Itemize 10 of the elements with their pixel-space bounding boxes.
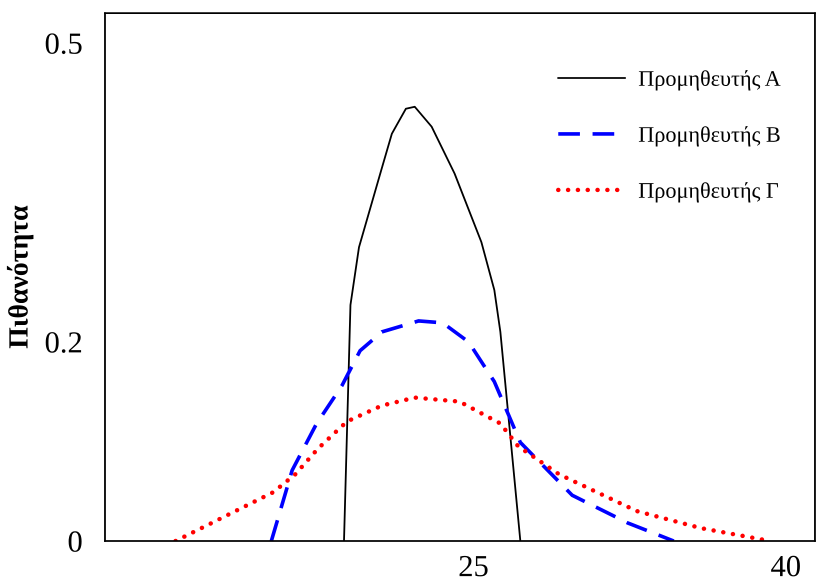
legend-label: Προμηθευτής Α [638, 70, 781, 91]
x-tick-label: 40 [771, 556, 800, 576]
line-series [270, 319, 676, 542]
x-tick-label: 25 [460, 556, 488, 576]
y-tick-label: 0.2 [46, 332, 82, 353]
y-tick-label: 0 [68, 531, 82, 552]
legend-label: Προμηθευτής Γ [638, 182, 778, 202]
y-axis-title: Πιθανότητα [6, 206, 34, 348]
legend-label: Προμηθευτής Β [638, 126, 780, 147]
y-tick-label: 0.5 [46, 33, 82, 54]
